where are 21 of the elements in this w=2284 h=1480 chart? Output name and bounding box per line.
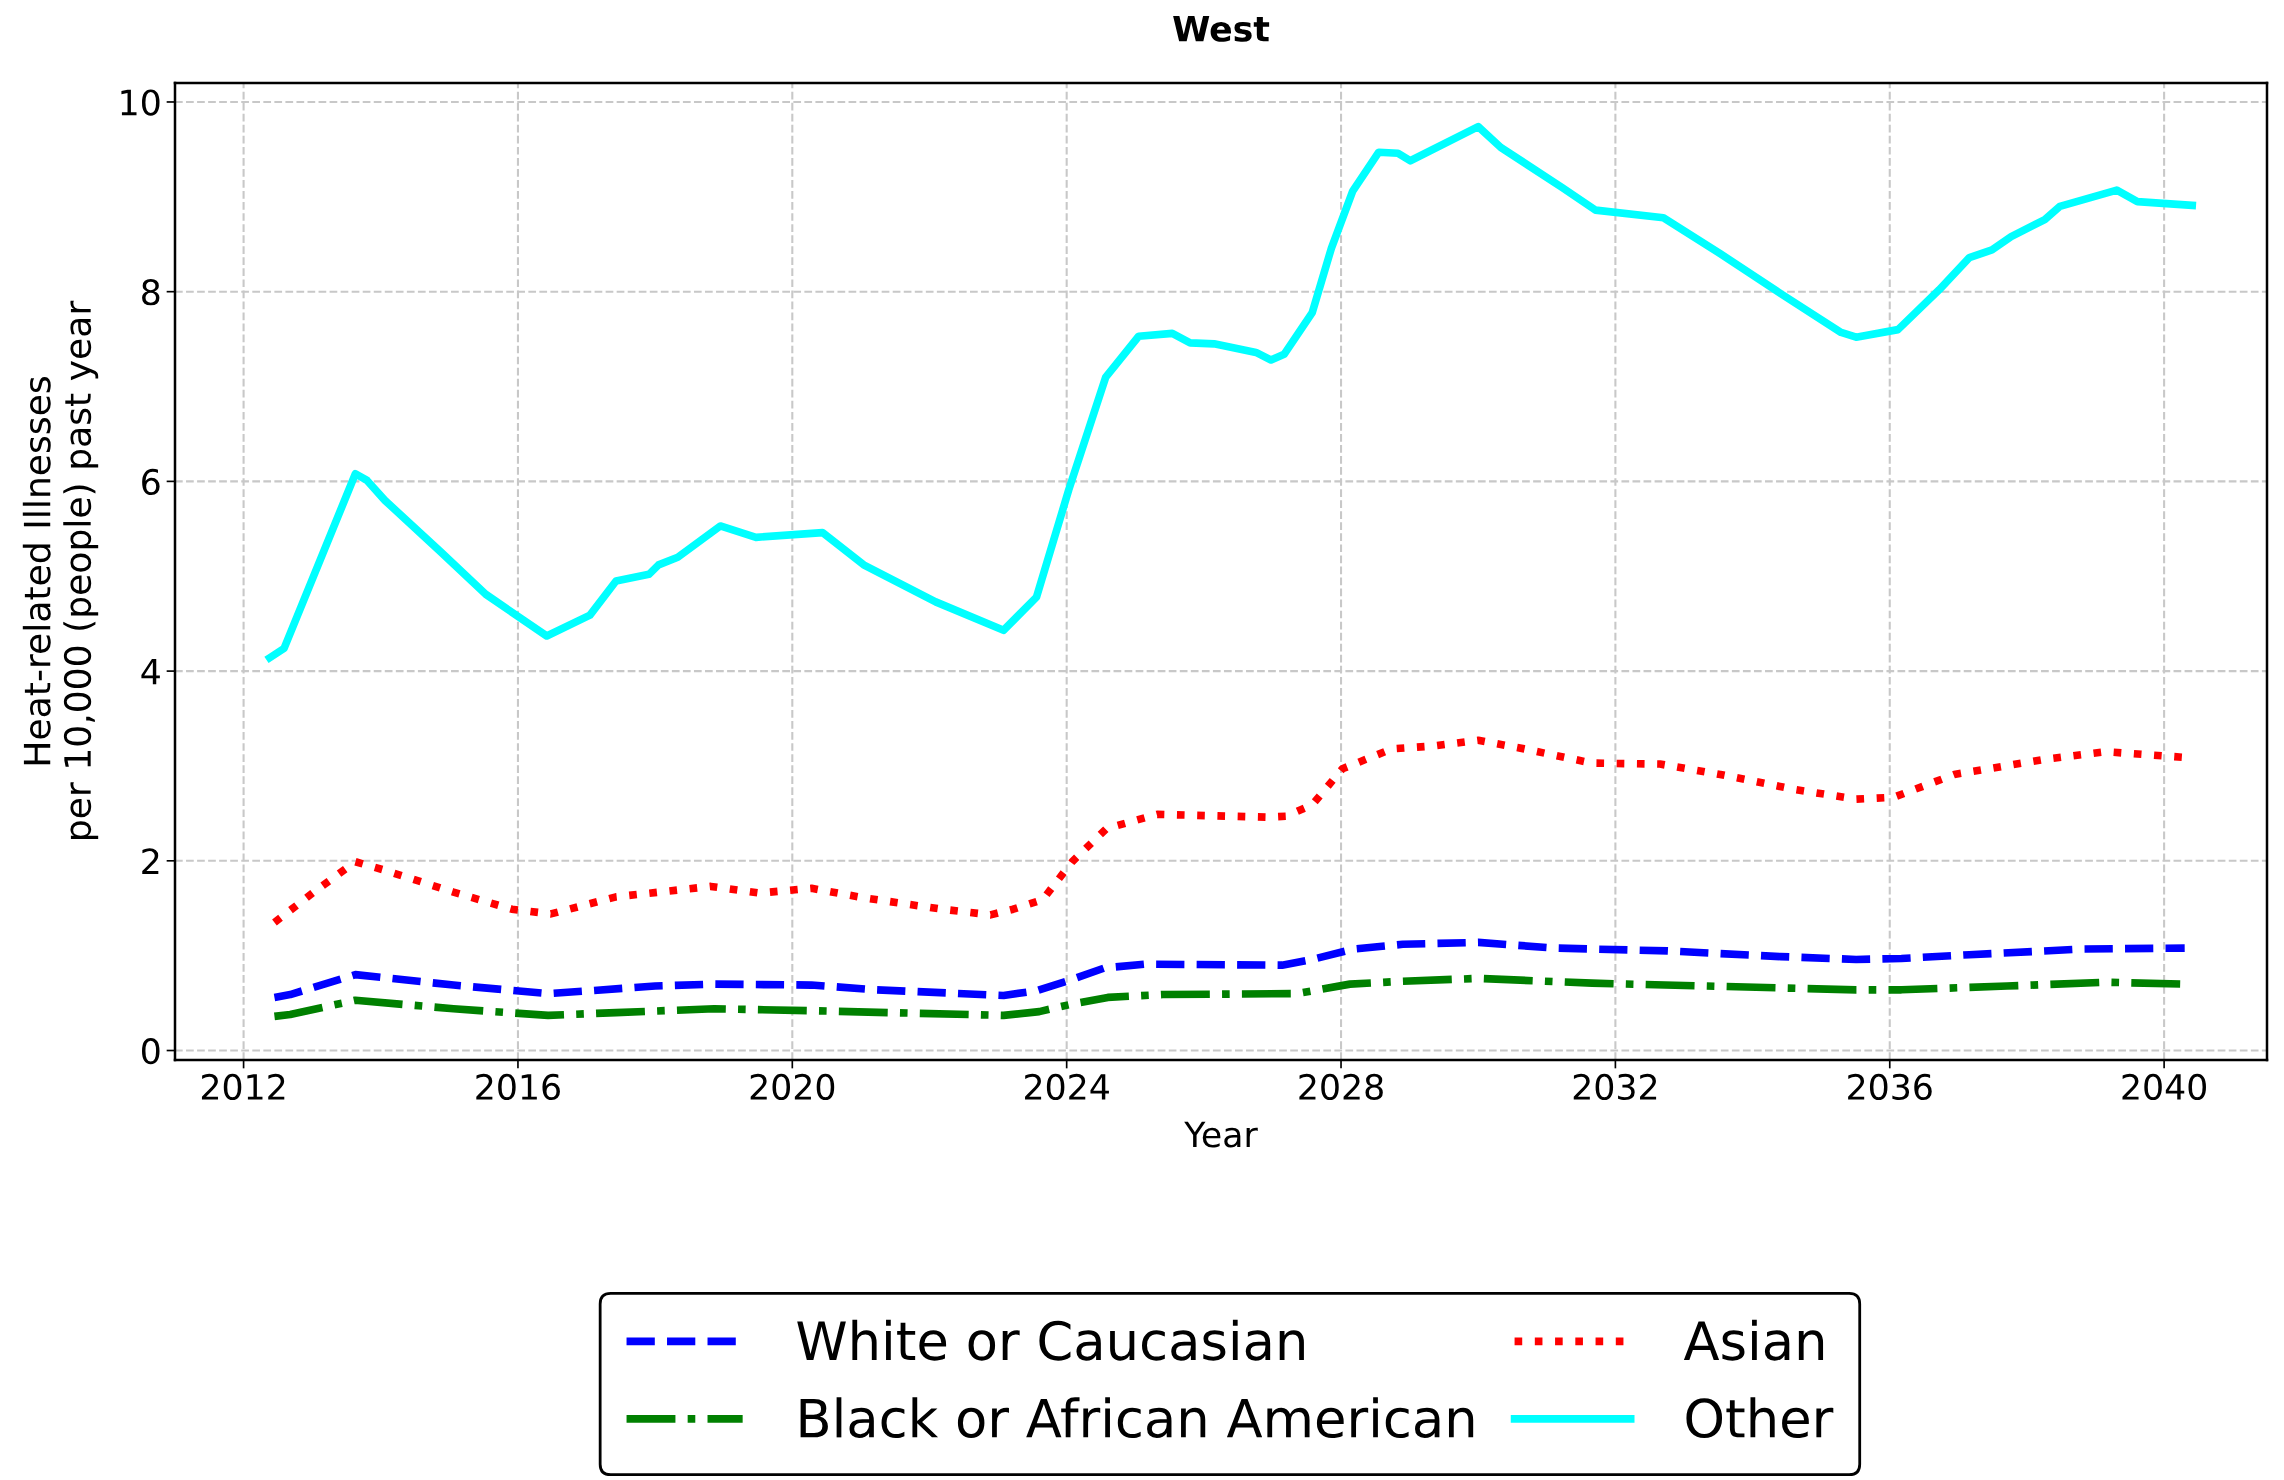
y-tick-label: 0 (142, 1037, 160, 1065)
y-axis-title: Heat-related Illnesses per 10,000 (people) past year (22, 300, 99, 839)
chart-title: West (1173, 16, 1270, 42)
legend-label: Asian (1683, 1319, 1824, 1361)
y-tick-label: 10 (121, 89, 160, 116)
x-tick-label: 2040 (2122, 1073, 2206, 1101)
legend-label: Other (1686, 1397, 1834, 1439)
legend-label: White or Caucasian (797, 1319, 1304, 1361)
y-tick-label: 8 (142, 279, 160, 306)
x-tick-label: 2012 (201, 1073, 285, 1101)
x-tick-label: 2024 (1025, 1073, 1109, 1101)
x-axis-title: Year (1184, 1121, 1258, 1148)
x-tick-label: 2028 (1299, 1073, 1383, 1101)
x-tick-label: 2020 (750, 1073, 835, 1101)
y-tick-label: 2 (142, 848, 159, 874)
y-tick-label: 6 (142, 468, 160, 496)
x-tick-label: 2036 (1848, 1073, 1932, 1101)
x-tick-label: 2032 (1573, 1073, 1657, 1101)
y-tick-label: 4 (141, 658, 160, 685)
legend-label: Black or African American (800, 1397, 1474, 1439)
x-tick-label: 2016 (476, 1073, 560, 1101)
